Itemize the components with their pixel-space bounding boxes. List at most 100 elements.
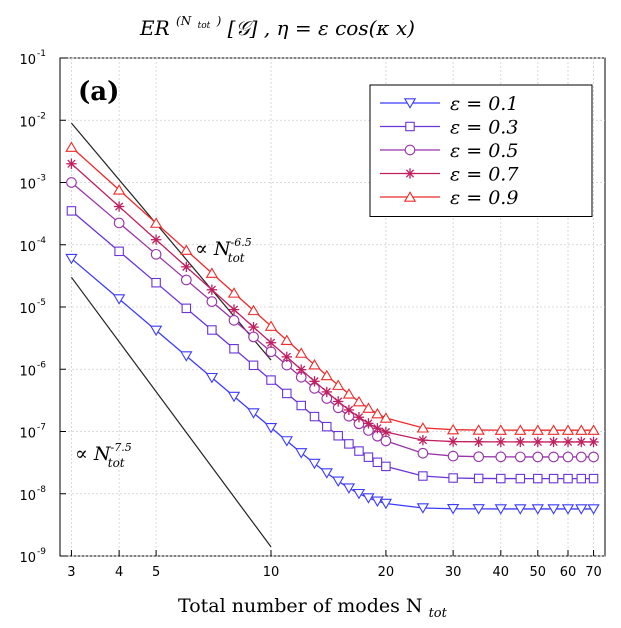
data-point [473, 451, 485, 463]
data-point [446, 423, 460, 435]
x-tick-label: 20 [378, 565, 395, 580]
y-tick-label: 10 [19, 489, 36, 504]
data-point [228, 315, 240, 326]
y-tick-exponent: -8 [37, 485, 46, 495]
data-point [417, 447, 429, 459]
data-point [575, 504, 588, 515]
asterisk-stroke [266, 338, 276, 347]
data-point [417, 434, 429, 446]
data-point [265, 346, 277, 358]
chart-title-sup-close: ) [216, 14, 222, 28]
data-point [150, 248, 162, 260]
data-point [515, 436, 526, 448]
data-point [296, 364, 307, 375]
data-point [472, 424, 485, 435]
slope-annotation-exp: -7.5 [111, 441, 132, 454]
data-point [206, 296, 218, 307]
x-tick-label: 40 [493, 565, 510, 580]
y-tick-label: 10 [19, 53, 36, 68]
slope-annotation-sub: tot [228, 251, 245, 265]
asterisk-stroke [418, 436, 428, 445]
data-point [532, 451, 544, 463]
data-point [65, 141, 78, 152]
data-point [514, 424, 527, 435]
slope-annotation-exp: -6.5 [231, 236, 252, 249]
data-point [379, 498, 393, 510]
chart-title-sup-sub: tot [198, 21, 211, 31]
data-point [180, 244, 193, 255]
asterisk-stroke [577, 437, 586, 447]
data-point [372, 457, 383, 468]
legend-marker [404, 168, 416, 179]
data-point [495, 451, 507, 463]
data-point [575, 451, 587, 463]
data-point [280, 334, 293, 345]
data-point [151, 277, 161, 288]
asterisk-stroke [549, 437, 558, 447]
data-point [247, 408, 260, 419]
data-point [362, 493, 375, 504]
data-point [248, 331, 259, 343]
data-point [514, 504, 527, 515]
y-tick-exponent: -4 [37, 236, 46, 246]
x-tick-label: 4 [115, 565, 123, 580]
asterisk-stroke [114, 202, 124, 211]
data-point [547, 424, 560, 435]
chart-title: ER (N tot ) [𝒢] , η = ε cos(κ x) [139, 14, 415, 40]
data-point [281, 351, 293, 363]
data-point [561, 424, 575, 435]
legend: ε = 0.1ε = 0.3ε = 0.5ε = 0.7ε = 0.9 [369, 84, 593, 217]
chart-title-sup: (N [176, 14, 192, 28]
legend-marker [405, 121, 415, 132]
data-point [332, 476, 345, 487]
data-point [227, 287, 241, 298]
data-point [180, 351, 193, 362]
data-point [206, 284, 218, 295]
data-point [548, 451, 559, 463]
data-point [343, 404, 355, 416]
y-tick-exponent: -2 [37, 111, 46, 121]
asterisk-stroke [297, 365, 306, 374]
asterisk-stroke [344, 405, 354, 415]
legend-marker [403, 98, 417, 109]
data-point [576, 473, 587, 484]
data-point [473, 473, 484, 484]
data-point [264, 320, 278, 331]
data-point [587, 424, 600, 435]
data-point [352, 395, 366, 407]
data-point [280, 436, 293, 447]
x-tick-label: 3 [67, 565, 75, 580]
legend-label: ε = 0.3 [450, 117, 518, 139]
x-tick-label: 5 [152, 565, 160, 580]
asterisk-stroke [322, 387, 331, 397]
data-point [363, 452, 374, 462]
data-point [114, 246, 124, 257]
data-point [149, 217, 163, 228]
legend-item: ε = 0.3 [380, 117, 518, 139]
data-point [562, 436, 574, 448]
data-point [320, 468, 333, 479]
y-tick-label: 10 [19, 427, 36, 442]
asterisk-stroke [364, 419, 373, 428]
data-point [205, 267, 219, 278]
data-point [496, 473, 506, 484]
legend-item: ε = 0.7 [380, 164, 519, 186]
data-point [248, 360, 259, 371]
data-point [247, 304, 260, 316]
data-point [371, 496, 384, 507]
data-point [447, 450, 459, 462]
data-point [562, 451, 574, 463]
asterisk-stroke [229, 305, 239, 314]
data-point [308, 359, 321, 370]
data-point [547, 504, 560, 515]
data-point [588, 473, 599, 484]
data-point [66, 158, 77, 169]
data-point [561, 504, 575, 515]
asterisk-stroke [249, 322, 258, 332]
data-point [309, 376, 320, 387]
data-point [66, 177, 77, 188]
data-point [282, 388, 292, 399]
data-point [333, 430, 343, 441]
data-point [333, 396, 344, 407]
x-tick-label: 30 [445, 565, 462, 580]
